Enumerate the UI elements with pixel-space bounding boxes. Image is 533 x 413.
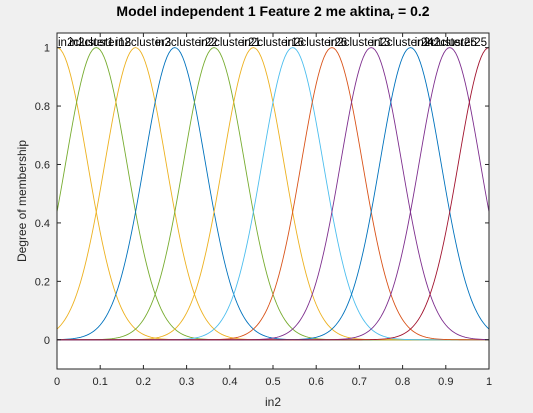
curve-label: in2cluster3 bbox=[116, 37, 172, 49]
chart-title-main: Model independent 1 Feature 2 me aktina bbox=[116, 3, 390, 19]
x-tick-label: 0.5 bbox=[265, 376, 280, 388]
x-tick-label: 0.7 bbox=[352, 376, 367, 388]
curve-label: in2cluster1 bbox=[58, 37, 114, 49]
x-tick-label: 1 bbox=[486, 376, 492, 388]
ticks-layer: 0 0.1 0.2 0.3 0.4 0.5 0.6 0.7 0.8 0.9 1 0 0.2 0.4 0.6 0… bbox=[35, 33, 492, 388]
curve-label: in2cluster25 bbox=[415, 37, 477, 49]
x-tick-label: 0.1 bbox=[93, 376, 108, 388]
y-tick-label: 0.2 bbox=[35, 276, 50, 288]
x-tick-label: 0.8 bbox=[395, 376, 410, 388]
curve-labels-layer: in2cluster1in2cluster18in2cluster3in2clu… bbox=[58, 37, 487, 49]
axes-background bbox=[57, 33, 489, 369]
curve-label: in2cluster21 bbox=[199, 37, 261, 49]
curve-label: in2cluster22 bbox=[156, 37, 218, 49]
y-tick-label: 0.8 bbox=[35, 101, 50, 113]
y-axis-label: Degree of membership bbox=[15, 140, 29, 262]
y-tick-label: 0 bbox=[44, 335, 50, 347]
x-tick-label: 0.6 bbox=[309, 376, 324, 388]
x-tick-label: 0 bbox=[54, 376, 60, 388]
curve-label: in2cluster24 bbox=[372, 37, 435, 49]
curve-label: in2cluster18 bbox=[69, 37, 131, 49]
chart-title-suffix: = 0.2 bbox=[394, 3, 430, 19]
curve-label: in2cluster26 bbox=[285, 37, 347, 49]
y-tick-label: 0.4 bbox=[35, 218, 50, 230]
chart-title-subscript: r bbox=[390, 11, 394, 22]
x-axis-label: in2 bbox=[265, 395, 281, 409]
axes-box bbox=[56, 32, 490, 370]
x-tick-label: 0.2 bbox=[136, 376, 151, 388]
curve-label: in2cluster25 bbox=[425, 37, 487, 49]
series-line-in2cluster12 bbox=[57, 47, 489, 341]
curves-layer bbox=[57, 47, 489, 341]
curve-label: in2cluster16 bbox=[242, 37, 304, 49]
x-tick-label: 0.4 bbox=[222, 376, 237, 388]
y-tick-label: 1 bbox=[44, 43, 50, 55]
x-tick-label: 0.9 bbox=[438, 376, 453, 388]
chart-title: Model independent 1 Feature 2 me aktinar… bbox=[116, 3, 429, 22]
x-tick-label: 0.3 bbox=[179, 376, 194, 388]
y-tick-label: 0.6 bbox=[35, 159, 50, 171]
curve-label: in2cluster13 bbox=[328, 37, 390, 49]
